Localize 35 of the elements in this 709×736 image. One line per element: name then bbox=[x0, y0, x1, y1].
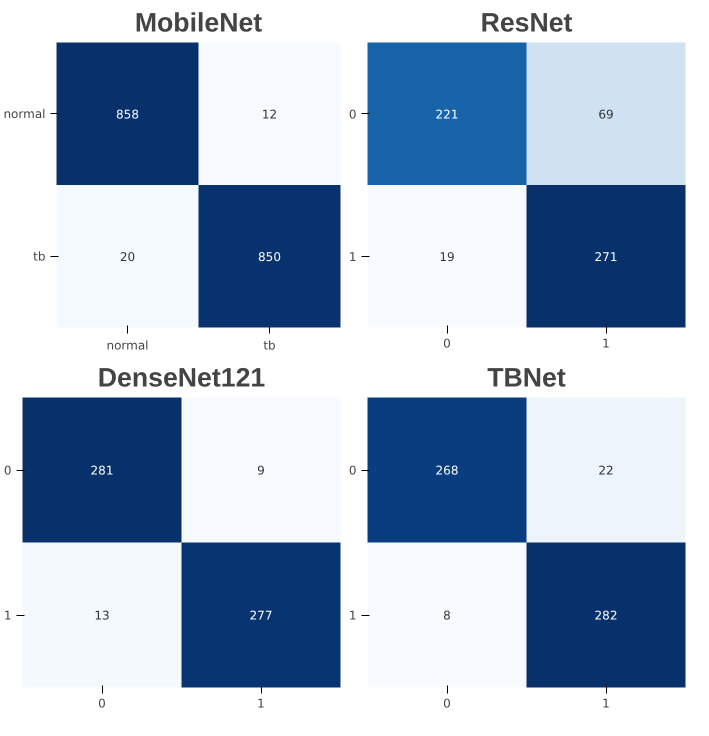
chart-title: MobileNet bbox=[134, 8, 262, 38]
data-label: 22 bbox=[598, 464, 614, 478]
chart-title: TBNet bbox=[487, 362, 566, 392]
y-tick-label: 0 bbox=[348, 107, 357, 122]
x-tick-label: 0 bbox=[98, 696, 106, 710]
data-label: 9 bbox=[257, 464, 265, 478]
x-tick-label: 1 bbox=[257, 696, 265, 710]
data-label: 20 bbox=[120, 250, 136, 264]
y-tick-label: 0 bbox=[348, 464, 357, 478]
y-tick-label: 1 bbox=[4, 608, 12, 622]
data-label: 13 bbox=[94, 608, 110, 622]
x-tick-label: 0 bbox=[443, 696, 451, 710]
data-label: 282 bbox=[594, 608, 618, 622]
data-label: 281 bbox=[90, 464, 114, 478]
data-label: 8 bbox=[443, 608, 451, 622]
data-label: 221 bbox=[436, 107, 458, 122]
x-tick-label: 1 bbox=[602, 696, 610, 710]
data-label: 271 bbox=[594, 250, 618, 264]
data-label: 12 bbox=[262, 107, 278, 122]
data-label: 19 bbox=[439, 250, 455, 264]
data-label: 277 bbox=[250, 608, 272, 622]
data-label: 850 bbox=[258, 250, 281, 264]
data-label: 69 bbox=[598, 107, 614, 122]
y-tick-label: 0 bbox=[4, 464, 12, 478]
x-tick-label: 0 bbox=[443, 336, 451, 350]
chart-title: ResNet bbox=[480, 8, 573, 38]
y-tick-label: 1 bbox=[348, 250, 357, 264]
x-tick-label: 1 bbox=[602, 336, 610, 350]
y-tick-label: normal bbox=[3, 106, 46, 121]
y-tick-label: 1 bbox=[348, 608, 357, 622]
data-label: 858 bbox=[116, 107, 139, 122]
x-tick-label: normal bbox=[106, 338, 149, 352]
chart-title: DenseNet121 bbox=[98, 362, 266, 392]
x-tick-label: tb bbox=[263, 338, 276, 352]
data-label: 268 bbox=[436, 464, 458, 478]
